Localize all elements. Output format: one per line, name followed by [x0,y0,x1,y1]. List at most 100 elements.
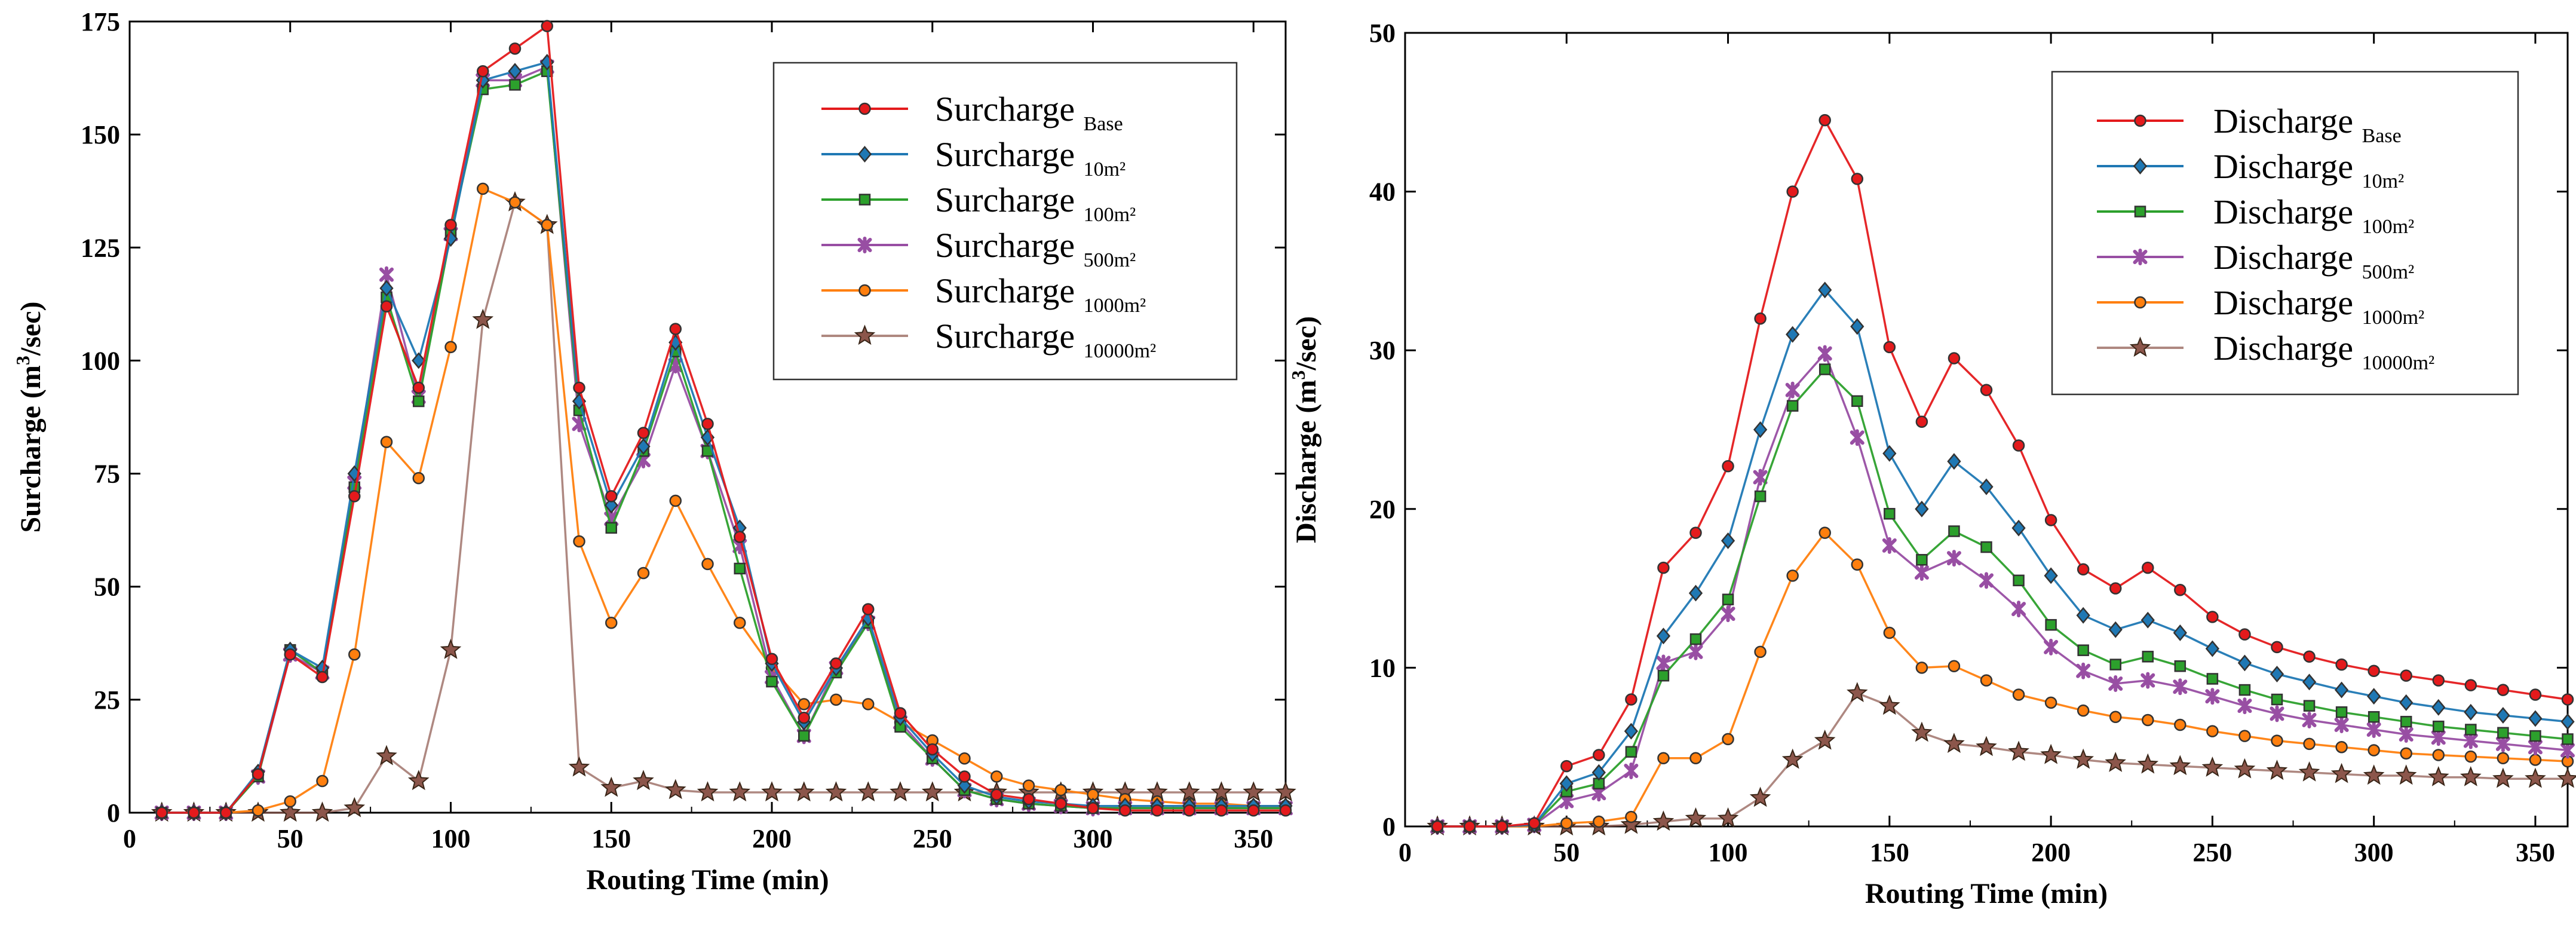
data-point [2335,706,2348,718]
data-point [669,323,682,335]
legend-label-main: Discharge [2213,147,2362,186]
legend-entry: Surcharge 10000m² [821,317,1156,362]
legend-entry: Surcharge 1000m² [821,271,1146,317]
series-base [155,20,1292,819]
data-point [2012,439,2025,452]
data-point [825,781,847,802]
data-point [1685,807,1707,828]
data-point [508,63,522,80]
data-point [890,781,911,802]
data-point [2173,678,2188,696]
legend-label-sub: 1000m² [1084,295,1146,317]
data-point [2368,711,2380,723]
data-point [2238,730,2251,742]
data-point [605,490,618,503]
legend-label-sub: Base [1084,113,1123,135]
data-point [793,781,815,802]
data-point [1883,626,1896,639]
data-point [2528,710,2543,727]
data-point [1980,384,1993,396]
data-point [2400,747,2412,760]
data-point [2557,767,2576,788]
data-point [734,562,746,575]
data-point [701,558,714,571]
data-point [508,196,522,209]
x-tick-label: 300 [1074,824,1113,853]
plot-frame [1404,32,2569,828]
data-point [798,730,810,742]
data-point [761,781,783,802]
data-point [2105,752,2126,772]
data-point [1054,797,1067,810]
data-point [541,219,553,231]
data-point [2271,693,2283,706]
data-point [1781,748,1804,769]
data-point [1652,810,1675,831]
y-tick-label: 10 [1369,653,1396,682]
data-point [2044,514,2057,526]
data-point [1022,793,1035,806]
data-point [958,752,971,765]
legend-label-main: Surcharge [935,135,1084,174]
legend-label: Discharge Base [2213,102,2402,147]
series-line [1437,352,2568,828]
data-point [413,395,425,408]
data-point [1882,537,1897,554]
y-axis-title: Discharge (m3/sec) [1287,316,1322,543]
data-point [252,768,265,780]
legend-marker [857,146,872,163]
data-point [573,381,585,394]
x-tick-label: 350 [1234,824,1273,853]
data-point [380,436,393,448]
data-point [2560,713,2575,730]
legend-box [772,62,1238,381]
x-tick-label: 150 [591,824,631,853]
y-tick-label: 175 [81,7,120,36]
data-point [1560,817,1573,829]
y-tick-label: 25 [94,685,120,715]
data-point [1656,654,1671,672]
data-point [1721,605,1735,623]
x-axis-title: Routing Time (min) [1865,878,2108,909]
data-point [284,795,296,808]
y-tick-label: 20 [1369,495,1396,524]
data-point [1657,752,1670,765]
data-point [1247,804,1260,817]
data-point [2464,750,2477,763]
data-point [252,804,265,817]
data-point [862,698,875,711]
data-point [2464,679,2477,691]
data-point [2463,732,2478,749]
data-point [926,743,939,756]
legend-label-main: Surcharge [935,271,1084,310]
data-point [1689,526,1702,539]
data-point [541,20,553,32]
x-axis-title: Routing Time (min) [586,864,829,896]
data-point [1753,468,1768,486]
data-point [1850,318,1864,335]
data-point [1591,764,1606,781]
plot-frame [128,20,1287,814]
data-point [348,648,361,661]
data-point [1688,584,1703,602]
data-point [2497,727,2509,739]
data-point [1914,564,1929,581]
legend-entry: Surcharge 100m² [821,180,1136,226]
data-point [311,801,333,822]
legend-label: Surcharge 10m² [935,135,1126,180]
data-point [1593,815,1605,828]
data-point [605,522,617,534]
data-point [2109,659,2121,670]
legend-label: Discharge 1000m² [2213,283,2424,329]
data-point [2266,760,2288,780]
data-point [1593,749,1605,761]
data-point [1215,804,1228,817]
data-point [1210,781,1232,802]
data-point [1847,682,1868,702]
legend-label-main: Surcharge [935,226,1084,265]
data-point [2072,748,2094,769]
data-point [1178,781,1200,802]
series-1000m [1431,526,2574,833]
data-point [2237,654,2252,672]
legend-label-sub: 10m² [2362,170,2405,192]
